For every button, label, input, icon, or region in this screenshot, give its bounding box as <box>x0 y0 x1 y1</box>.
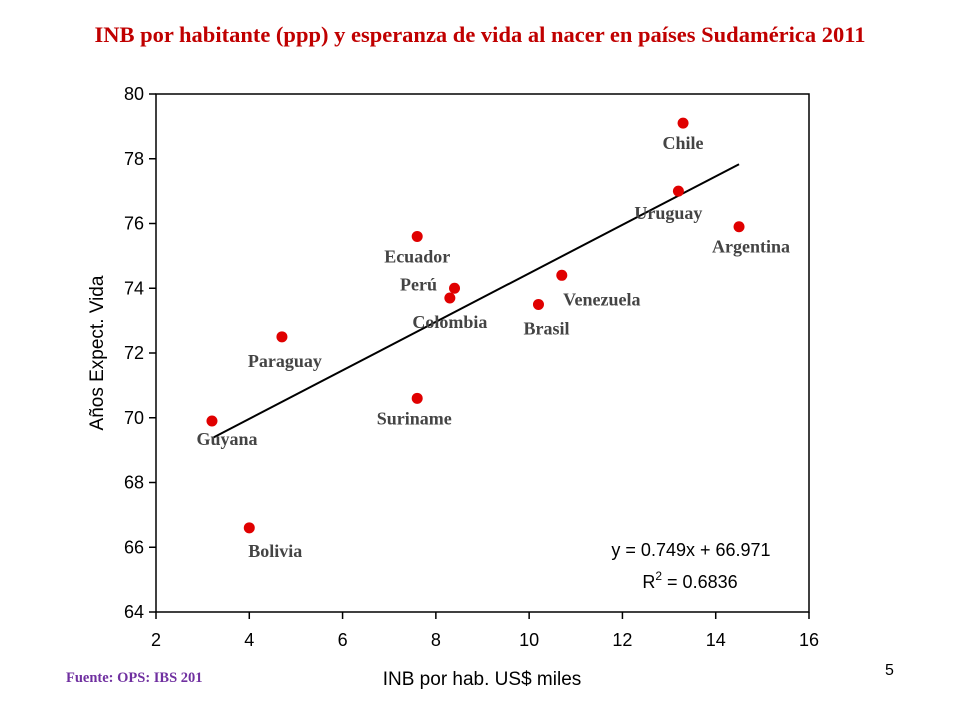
point-label: Bolivia <box>248 541 302 561</box>
x-tick-label: 12 <box>612 630 632 650</box>
point-label: Suriname <box>377 408 452 428</box>
y-tick-label: 66 <box>124 537 144 557</box>
y-tick-label: 64 <box>124 602 144 622</box>
data-points <box>206 117 745 534</box>
y-tick-label: 80 <box>124 84 144 104</box>
point-label: Brasil <box>523 318 569 338</box>
y-tick-label: 70 <box>124 408 144 428</box>
data-point <box>677 117 689 129</box>
data-point <box>411 230 423 242</box>
y-tick-label: 76 <box>124 214 144 234</box>
r-squared: R2 = 0.6836 <box>642 569 737 592</box>
x-tick-label: 6 <box>338 630 348 650</box>
plot-area <box>155 93 810 613</box>
source-note: Fuente: OPS: IBS 201 <box>66 670 203 686</box>
y-tick-label: 68 <box>124 473 144 493</box>
point-label: Colombia <box>412 312 487 332</box>
x-tick-label: 14 <box>706 630 726 650</box>
data-point <box>276 331 288 343</box>
data-point <box>206 415 218 427</box>
x-tick-label: 8 <box>431 630 441 650</box>
data-point <box>532 298 544 310</box>
trendline-equation: y = 0.749x + 66.971 <box>611 540 770 560</box>
point-label: Chile <box>663 133 704 153</box>
y-axis-title: Años Expect. Vida <box>87 275 108 430</box>
data-point <box>672 185 684 197</box>
point-label: Guyana <box>196 429 257 449</box>
data-point <box>243 522 255 534</box>
x-tick-label: 10 <box>519 630 539 650</box>
point-label: Paraguay <box>248 351 322 371</box>
y-tick-label: 72 <box>124 343 144 363</box>
data-point <box>449 282 461 294</box>
trendline <box>211 163 740 440</box>
point-label: Uruguay <box>634 203 702 223</box>
data-point <box>733 221 745 233</box>
point-label: Venezuela <box>563 289 640 309</box>
x-tick-label: 16 <box>799 630 819 650</box>
x-tick-label: 4 <box>244 630 254 650</box>
point-label: Argentina <box>712 237 790 257</box>
point-labels: Chile Uruguay Argentina Ecuador Perú Colombia… <box>196 133 790 561</box>
point-label: Perú <box>400 274 437 294</box>
x-axis-title: INB por hab. US$ miles <box>383 669 582 690</box>
data-point <box>444 292 456 304</box>
page-number: 5 <box>885 662 894 679</box>
data-point <box>411 392 423 404</box>
point-label: Ecuador <box>384 246 450 266</box>
x-tick-label: 2 <box>151 630 161 650</box>
chart-title: INB por habitante (ppp) y esperanza de v… <box>94 22 866 47</box>
y-tick-label: 78 <box>124 149 144 169</box>
data-point <box>556 269 568 281</box>
y-tick-label: 74 <box>124 278 144 298</box>
